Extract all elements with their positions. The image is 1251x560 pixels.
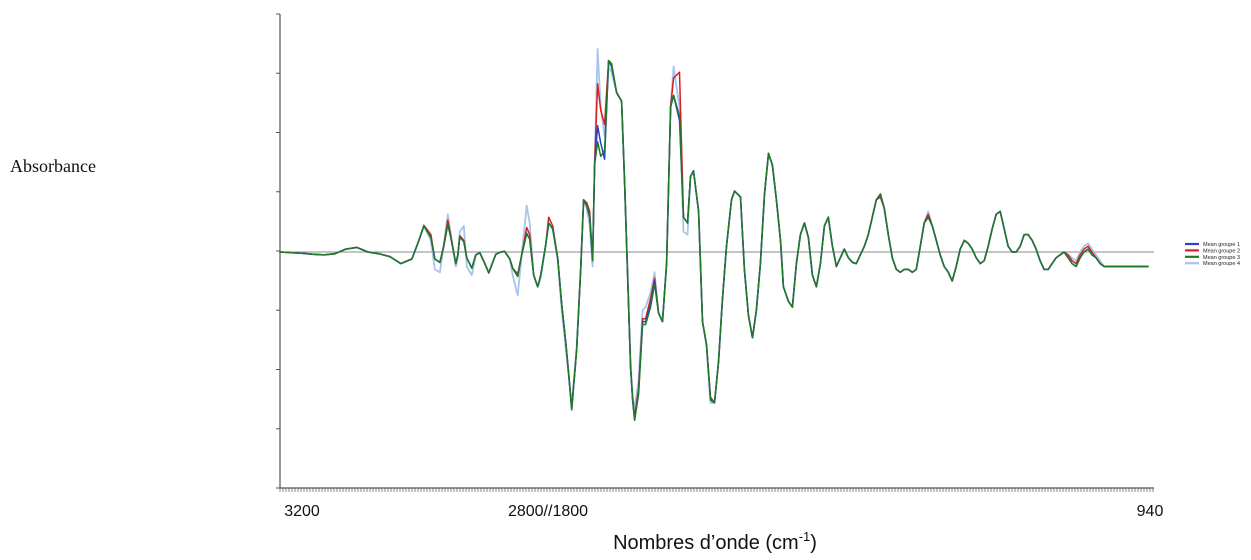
series-line-3 — [279, 59, 1149, 421]
legend-label-2: Mean groupe 2 — [1203, 248, 1240, 254]
legend-label-1: Mean groupe 1 — [1203, 242, 1240, 248]
series-line-1 — [279, 59, 1149, 421]
x-axis-label: Nombres d’onde (cm-1) — [613, 529, 817, 554]
x-axis-minor-ticks — [279, 488, 1154, 492]
x-tick-label-2: 940 — [1137, 503, 1164, 520]
plot-area — [276, 13, 1154, 492]
series-line-4 — [279, 48, 1149, 410]
x-axis-label-close: ) — [810, 532, 817, 554]
series-line-2 — [279, 59, 1149, 419]
x-tick-label-1: 2800//1800 — [508, 503, 588, 520]
y-axis-label: Absorbance — [10, 156, 96, 176]
legend-label-4: Mean groupe 4 — [1203, 261, 1240, 267]
legend-label-3: Mean groupe 3 — [1203, 255, 1240, 261]
x-tick-label-0: 3200 — [284, 503, 320, 520]
x-axis-label-sup: -1 — [799, 529, 811, 544]
x-axis-label-main: Nombres d’onde (cm — [613, 532, 799, 554]
